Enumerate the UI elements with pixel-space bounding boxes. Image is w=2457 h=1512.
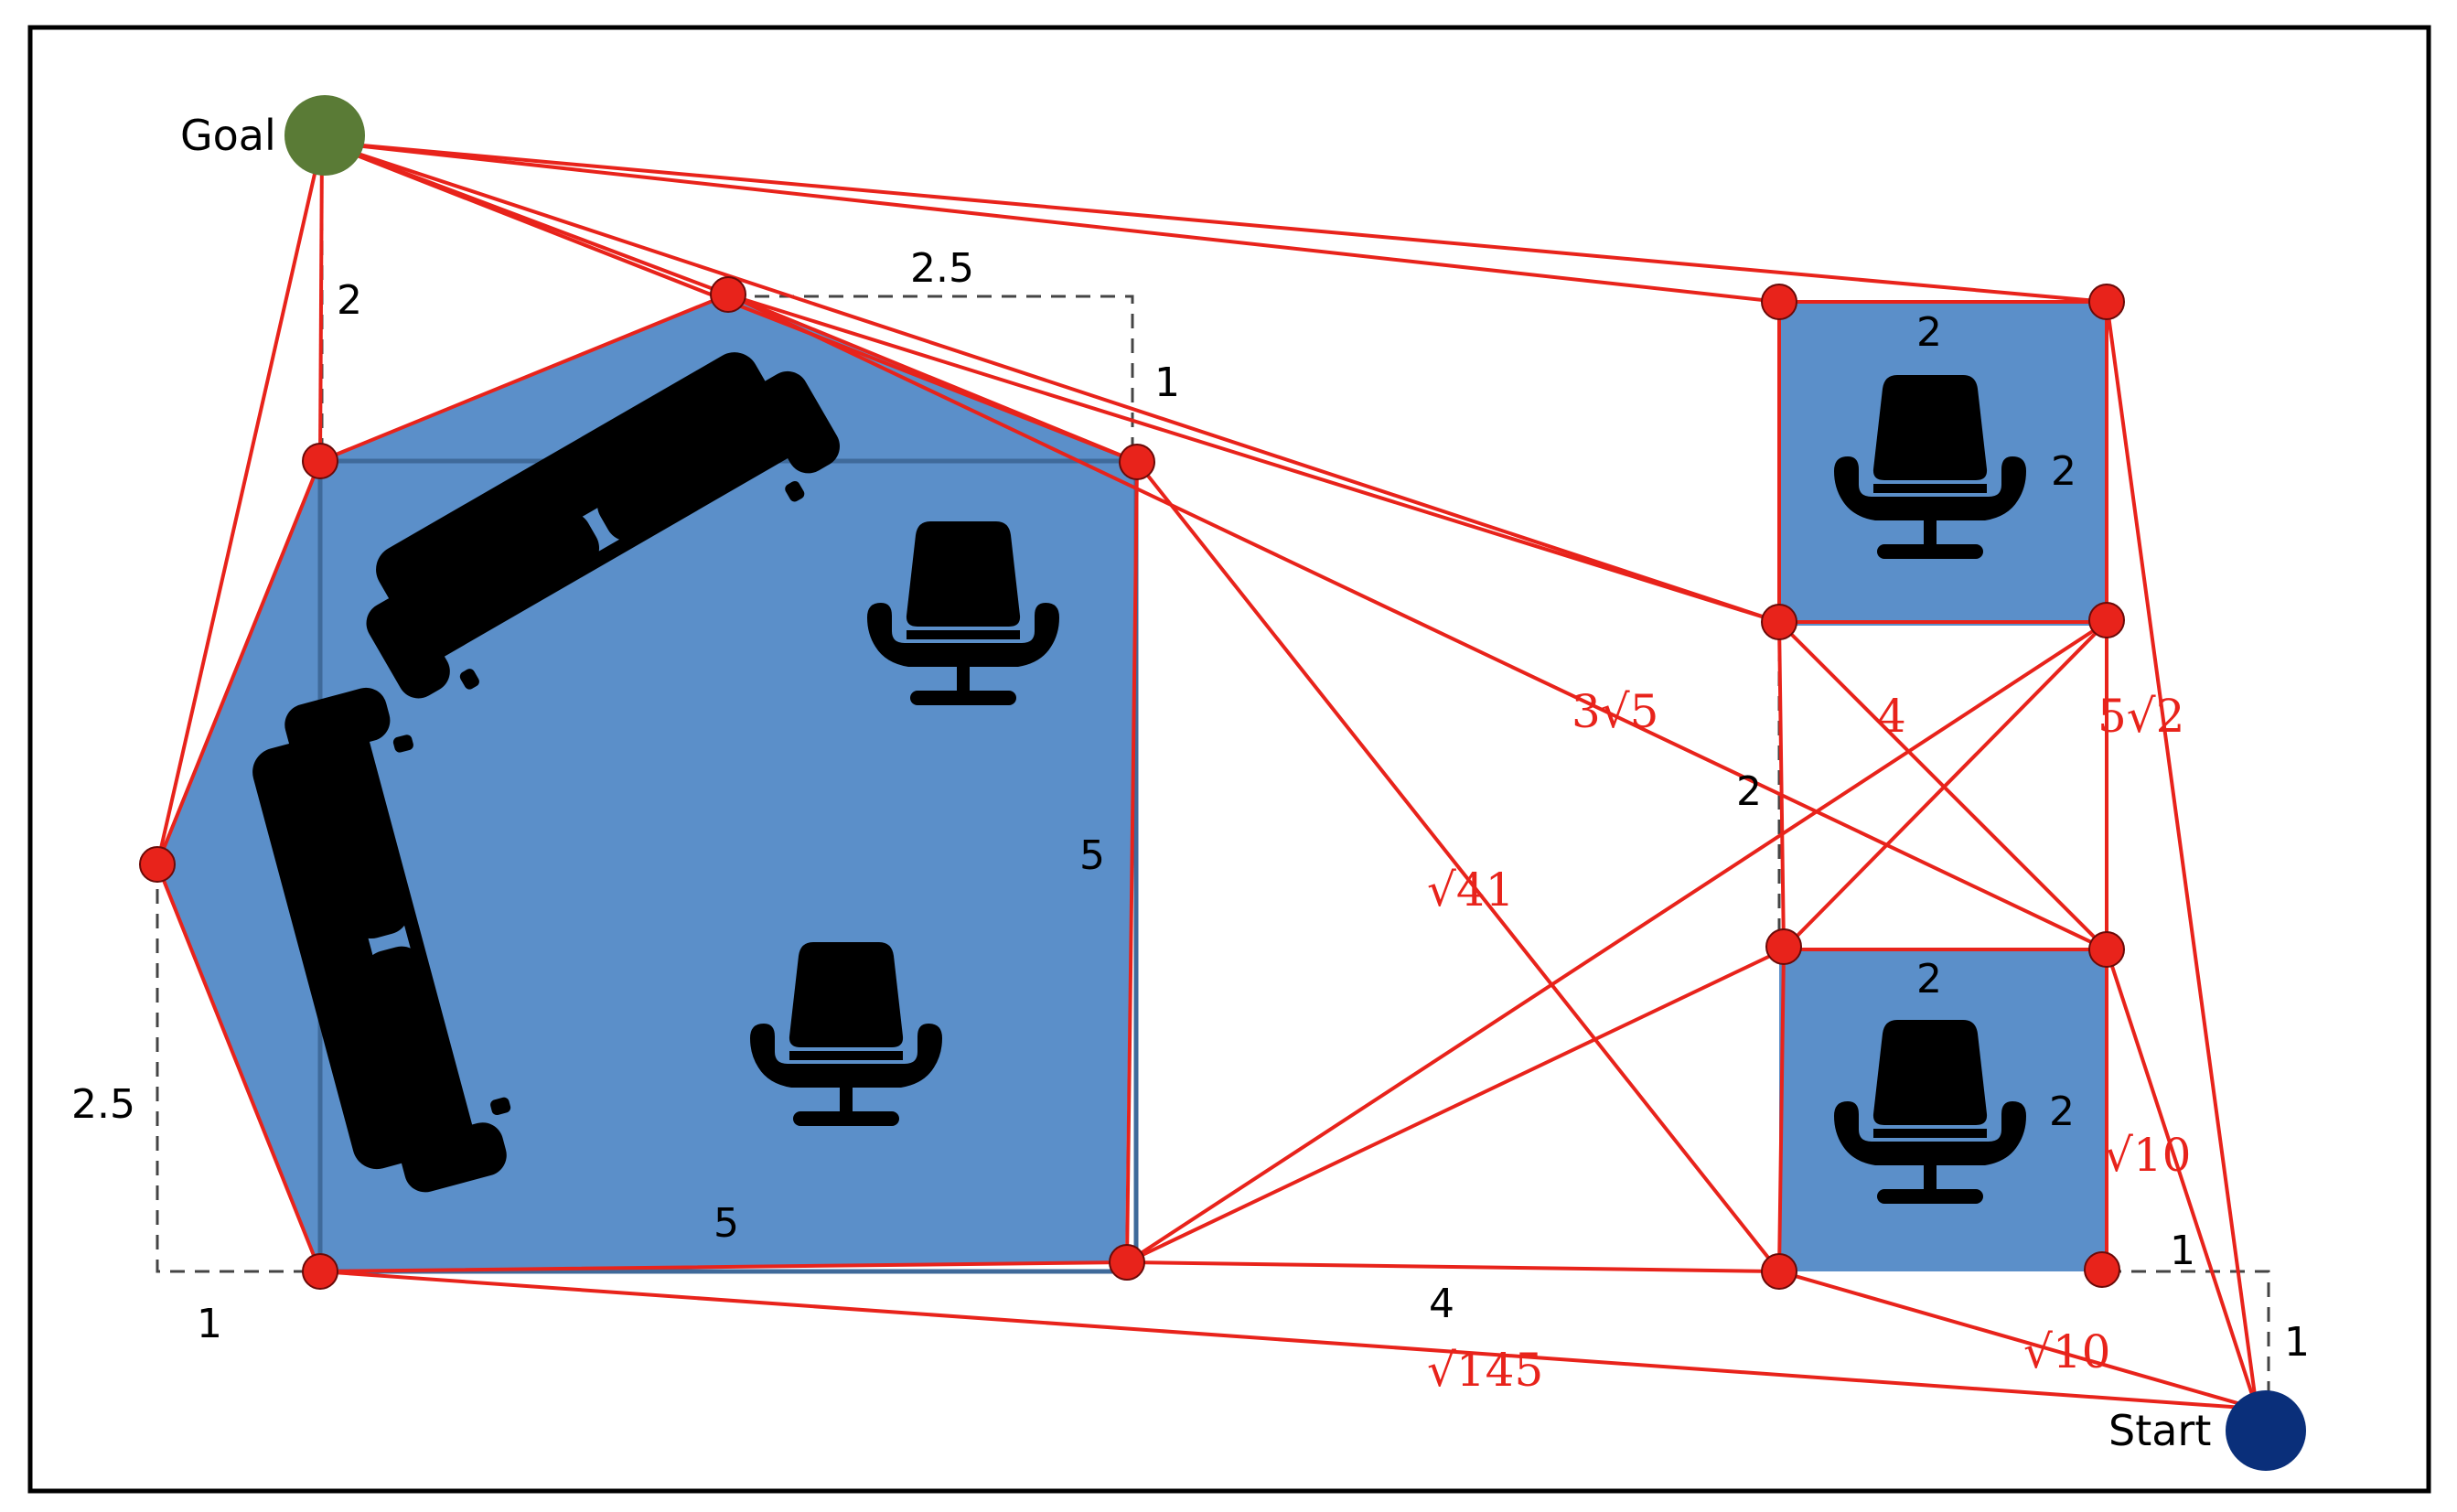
dimension-label-start-offset-x: 1 bbox=[2170, 1228, 2195, 1274]
dimension-label-box-top-height: 2 bbox=[2051, 448, 2076, 495]
vertex bbox=[2088, 602, 2125, 638]
edge-cost-diag-4: 4 bbox=[1877, 690, 1906, 743]
vertex bbox=[1765, 928, 1802, 965]
dimension-label-poly-left-height: 2.5 bbox=[71, 1081, 135, 1128]
graph-vertices bbox=[139, 276, 2125, 1290]
vertex bbox=[2088, 284, 2125, 320]
dimension-label-poly-top-width: 2.5 bbox=[910, 245, 974, 292]
edge-cost-root145: √145 bbox=[1427, 1344, 1543, 1397]
vertex bbox=[139, 846, 176, 883]
diagram-frame bbox=[27, 25, 2431, 1494]
edge-cost-root10-bottom: √10 bbox=[2023, 1325, 2110, 1378]
dimension-label-bottom-gap: 4 bbox=[1429, 1281, 1454, 1327]
start-node bbox=[2226, 1390, 2306, 1471]
dimension-label-poly-left-offset: 1 bbox=[197, 1301, 222, 1347]
vertex bbox=[1109, 1244, 1145, 1281]
edge-cost-root10-right: √10 bbox=[2104, 1129, 2191, 1182]
dimension-label-box-bottom-height: 2 bbox=[2049, 1088, 2075, 1135]
dimension-label-start-offset-y: 1 bbox=[2284, 1319, 2310, 1366]
vertex bbox=[302, 1253, 338, 1290]
dimension-label-poly-bottom-side: 5 bbox=[713, 1200, 739, 1247]
dimension-label-gap-between-boxes: 2 bbox=[1736, 768, 1762, 815]
goal-node bbox=[284, 95, 365, 176]
vertex bbox=[710, 276, 746, 313]
dimension-label-box-bottom-width: 2 bbox=[1916, 956, 1942, 1003]
dimension-label-poly-top-offset: 1 bbox=[1154, 359, 1180, 406]
dimension-label-goal-to-poly: 2 bbox=[337, 277, 362, 324]
goal-label: Goal bbox=[180, 111, 276, 160]
edge-cost-root41: √41 bbox=[1427, 863, 1514, 917]
vertex bbox=[2088, 931, 2125, 968]
graph-edges bbox=[155, 140, 2259, 1410]
vertex bbox=[302, 443, 338, 479]
vertex bbox=[2084, 1251, 2120, 1288]
edge-cost-root3-5: 3√5 bbox=[1572, 685, 1658, 738]
dimension-label-box-top-width: 2 bbox=[1916, 309, 1942, 356]
vertex bbox=[1119, 444, 1155, 480]
start-label: Start bbox=[2108, 1406, 2211, 1455]
dimension-label-poly-right-side: 5 bbox=[1079, 832, 1105, 879]
edge-cost-root5-2: 5√2 bbox=[2098, 690, 2184, 743]
vertex bbox=[1761, 284, 1797, 320]
vertex bbox=[1761, 1253, 1797, 1290]
vertex bbox=[1761, 604, 1797, 640]
